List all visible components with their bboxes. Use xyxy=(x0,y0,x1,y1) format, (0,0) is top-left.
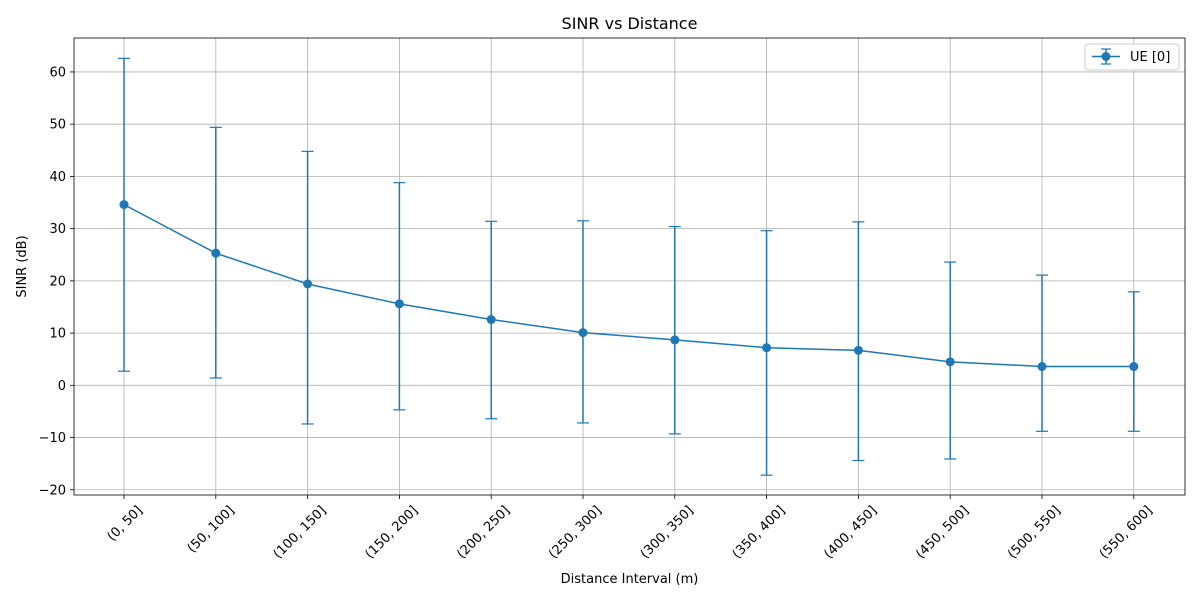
data-point xyxy=(303,279,313,289)
y-tick-label: 60 xyxy=(49,65,66,80)
y-tick-label: 20 xyxy=(49,274,66,289)
series-line xyxy=(123,203,1134,368)
y-tick-label: 0 xyxy=(58,379,66,394)
y-tick-label: 50 xyxy=(49,118,66,133)
y-tick-label: 10 xyxy=(49,327,66,342)
data-point xyxy=(853,345,863,355)
y-tick-label: 30 xyxy=(49,222,66,237)
legend-marker xyxy=(1101,52,1111,61)
y-tick-label: −20 xyxy=(39,483,66,498)
data-point xyxy=(1037,362,1047,372)
x-tick-label: (250, 300] xyxy=(546,503,605,562)
grid-layer xyxy=(74,38,1185,495)
x-tick-label: (200, 250] xyxy=(454,503,513,562)
data-point xyxy=(670,335,680,345)
axes-frame xyxy=(73,37,1186,496)
data-point xyxy=(762,343,772,353)
x-tick-label: (50, 100] xyxy=(185,503,238,556)
y-tick-label: 40 xyxy=(49,170,66,185)
x-axis-label: Distance Interval (m) xyxy=(561,572,699,587)
data-point xyxy=(394,299,404,309)
data-point xyxy=(486,315,496,325)
data-point xyxy=(945,357,955,367)
x-tick-label: (500, 550] xyxy=(1005,503,1064,562)
x-tick-label: (350, 400] xyxy=(730,503,789,562)
errorbar-layer xyxy=(118,57,1140,476)
x-tick-label: (100, 150] xyxy=(271,503,330,562)
series-layer xyxy=(119,200,1139,372)
data-point xyxy=(578,328,588,338)
x-tick-label: (450, 500] xyxy=(913,503,972,562)
legend-label: UE [0] xyxy=(1130,50,1170,65)
data-point xyxy=(211,248,221,258)
axes-layer: −20 −10 0 10 20 30 40 50 60 (0, 50] (50, 100] (100,… xyxy=(39,37,1186,562)
x-tick-label: (400, 450] xyxy=(822,503,881,562)
x-tick-label: (0, 50] xyxy=(105,503,146,544)
y-tick-label: −10 xyxy=(39,431,66,446)
data-point xyxy=(1129,362,1139,372)
x-tick-label: (550, 600] xyxy=(1097,503,1156,562)
chart-title: SINR vs Distance xyxy=(562,14,698,33)
legend: UE [0] xyxy=(1084,43,1180,71)
y-axis-label: SINR (dB) xyxy=(15,235,30,297)
x-tick-label: (300, 350] xyxy=(638,503,697,562)
data-point xyxy=(119,200,129,210)
x-tick-label: (150, 200] xyxy=(363,503,422,562)
